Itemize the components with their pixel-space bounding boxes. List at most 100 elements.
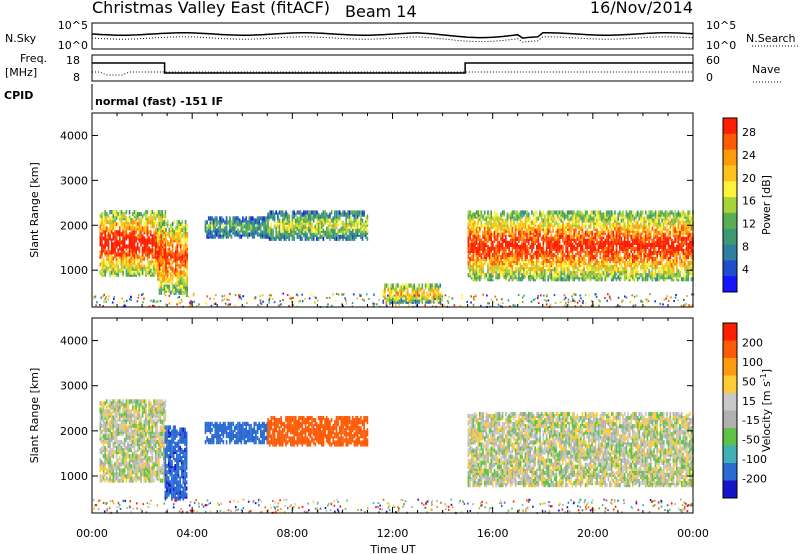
power-cell: [573, 265, 575, 270]
power-cell: [575, 218, 577, 223]
power-cell: [493, 246, 496, 251]
power-cell: [490, 277, 492, 282]
power-cell: [232, 216, 234, 221]
power-cell: [509, 275, 512, 280]
power-cell: [480, 267, 483, 272]
power-cell: [684, 220, 686, 225]
power-cell: [153, 216, 155, 221]
power-cell: [138, 246, 141, 251]
power-cell: [661, 226, 663, 231]
power-cell: [337, 210, 339, 215]
power-cell: [671, 218, 673, 223]
power-cell: [495, 222, 497, 227]
power-cell: [664, 220, 667, 225]
power-cell: [666, 261, 668, 266]
power-cell: [607, 246, 610, 251]
power-cell: [545, 226, 548, 231]
power-cell: [690, 236, 693, 241]
power-cell: [508, 263, 510, 268]
power-cell: [552, 242, 554, 247]
power-cell: [568, 230, 571, 235]
power-cell: [633, 269, 636, 274]
power-cell: [179, 274, 182, 279]
power-cell: [350, 222, 352, 227]
power-cell: [568, 275, 571, 280]
power-cell: [584, 238, 587, 243]
power-cell: [526, 224, 528, 229]
power-cell: [593, 224, 595, 229]
power-cell: [537, 265, 540, 270]
power-cell: [674, 254, 676, 260]
power-cell: [589, 214, 592, 219]
power-cell: [539, 267, 541, 272]
power-cell: [659, 212, 662, 217]
power-cell: [630, 263, 632, 268]
power-cell: [680, 212, 683, 217]
power-cell: [676, 250, 678, 256]
power-cell: [557, 222, 559, 227]
power-cell: [615, 277, 618, 282]
power-cell: [495, 212, 497, 217]
power-cell: [612, 246, 615, 251]
power-cell: [641, 248, 644, 253]
power-cell: [671, 210, 673, 215]
power-cell: [162, 248, 164, 253]
power-cell: [298, 234, 300, 239]
power-cell: [617, 250, 619, 256]
power-cell: [492, 240, 494, 245]
power-cell: [584, 212, 587, 217]
power-cell: [365, 230, 367, 235]
power-cell: [260, 216, 262, 221]
power-cell: [256, 216, 259, 221]
power-cell: [536, 265, 538, 270]
power-cell: [583, 214, 585, 219]
power-cell: [470, 265, 473, 270]
power-cell: [643, 277, 645, 282]
power-cell: [479, 258, 481, 264]
power-cell: [150, 268, 152, 273]
power-cell: [171, 221, 174, 227]
power-cell: [524, 232, 527, 237]
freq-tick-bottom: 8: [73, 71, 80, 84]
power-cell: [496, 220, 499, 225]
power-cell: [630, 234, 632, 239]
power-cell: [281, 220, 284, 225]
power-cell: [495, 244, 497, 249]
power-cell: [329, 218, 331, 223]
power-cell: [122, 216, 124, 221]
power-cell: [327, 234, 330, 239]
power-data-cells: [93, 210, 695, 308]
power-cell: [501, 226, 504, 231]
power-cell: [555, 226, 558, 231]
power-cell: [620, 240, 623, 245]
power-cell: [656, 273, 658, 278]
power-cell: [558, 230, 561, 235]
power-cell: [245, 232, 247, 237]
power-cell: [503, 212, 505, 217]
power-cell: [329, 228, 331, 233]
power-cell: [314, 224, 317, 229]
power-cell: [630, 210, 632, 215]
power-cell: [576, 275, 579, 280]
power-cell: [534, 220, 536, 225]
power-cell: [145, 266, 147, 271]
power-cell: [474, 242, 476, 247]
power-cell: [483, 212, 486, 217]
power-cell: [633, 254, 636, 260]
power-cell: [240, 224, 243, 229]
power-cell: [280, 220, 282, 225]
power-cell: [365, 224, 367, 229]
power-cell: [261, 232, 264, 237]
power-cell: [667, 232, 670, 237]
power-cell: [610, 210, 613, 215]
power-cell: [245, 230, 247, 235]
power-cell: [330, 224, 333, 229]
power-cell: [104, 230, 106, 235]
power-cell: [513, 271, 515, 276]
power-cell: [661, 236, 663, 241]
power-cell: [122, 252, 124, 257]
power-cell: [206, 232, 208, 237]
power-cell: [342, 210, 344, 215]
power-cell: [672, 220, 675, 225]
power-cell: [583, 248, 585, 253]
